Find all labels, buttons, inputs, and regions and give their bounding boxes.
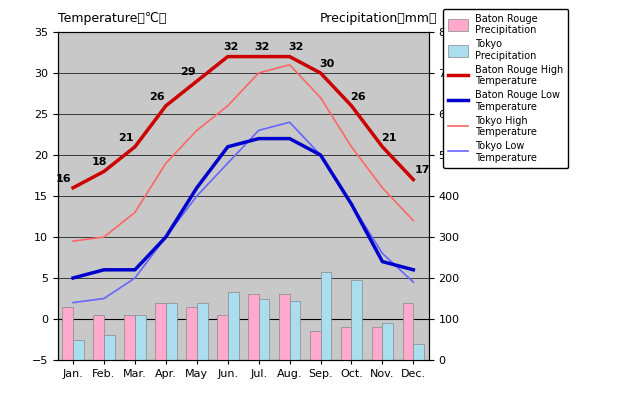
Text: 29: 29 <box>180 67 195 77</box>
Text: Temperature（℃）: Temperature（℃） <box>58 12 166 25</box>
Text: 32: 32 <box>223 42 239 52</box>
Text: 30: 30 <box>319 59 334 69</box>
Bar <box>382 323 393 360</box>
Bar <box>186 307 196 360</box>
Bar <box>135 315 146 360</box>
Bar <box>289 300 300 360</box>
Text: 21: 21 <box>118 133 133 143</box>
Bar <box>248 294 259 360</box>
Text: Precipitation（mm）: Precipitation（mm） <box>320 12 438 25</box>
Legend: Baton Rouge
Precipitation, Tokyo
Precipitation, Baton Rouge High
Temperature, Ba: Baton Rouge Precipitation, Tokyo Precipi… <box>444 9 568 168</box>
Bar <box>93 315 104 360</box>
Text: 17: 17 <box>415 166 430 176</box>
Text: 21: 21 <box>381 133 396 143</box>
Text: 18: 18 <box>92 157 107 167</box>
Bar <box>340 327 351 360</box>
Bar <box>279 294 289 360</box>
Bar <box>62 307 73 360</box>
Bar <box>259 298 269 360</box>
Bar <box>413 344 424 360</box>
Bar <box>73 340 84 360</box>
Bar <box>403 302 413 360</box>
Text: 26: 26 <box>350 92 365 102</box>
Bar <box>196 302 207 360</box>
Bar <box>228 292 239 360</box>
Bar <box>372 327 382 360</box>
Bar <box>166 302 177 360</box>
Bar <box>310 331 321 360</box>
Text: 16: 16 <box>56 174 72 184</box>
Bar <box>104 335 115 360</box>
Text: 32: 32 <box>254 42 269 52</box>
Text: 32: 32 <box>288 42 303 52</box>
Bar <box>321 272 332 360</box>
Text: 26: 26 <box>148 92 164 102</box>
Bar <box>351 280 362 360</box>
Bar <box>217 315 228 360</box>
Bar <box>155 302 166 360</box>
Bar <box>124 315 135 360</box>
